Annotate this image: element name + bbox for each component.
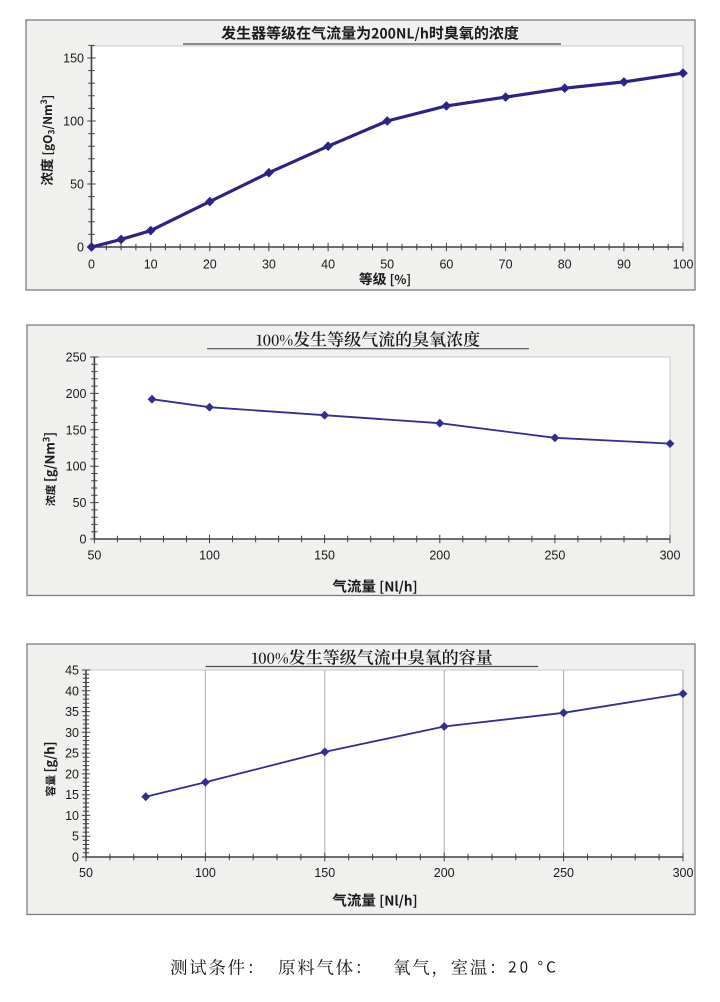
svg-text:200: 200 bbox=[429, 549, 450, 563]
svg-text:10: 10 bbox=[144, 257, 158, 271]
svg-text:15: 15 bbox=[65, 788, 79, 802]
svg-text:35: 35 bbox=[65, 705, 79, 719]
svg-text:150: 150 bbox=[314, 549, 335, 563]
svg-text:20: 20 bbox=[203, 257, 217, 271]
svg-text:45: 45 bbox=[65, 664, 79, 678]
svg-text:30: 30 bbox=[262, 257, 276, 271]
svg-text:90: 90 bbox=[617, 257, 631, 271]
svg-text:150: 150 bbox=[66, 423, 87, 437]
svg-text:100: 100 bbox=[199, 549, 220, 563]
svg-text:10: 10 bbox=[65, 809, 79, 823]
svg-text:0: 0 bbox=[88, 257, 95, 271]
svg-text:50: 50 bbox=[73, 496, 87, 510]
svg-text:50: 50 bbox=[70, 178, 84, 192]
svg-text:50: 50 bbox=[380, 257, 394, 271]
svg-text:100: 100 bbox=[66, 460, 87, 474]
svg-text:200: 200 bbox=[434, 866, 455, 880]
svg-text:0: 0 bbox=[77, 241, 84, 255]
svg-text:100: 100 bbox=[195, 866, 216, 880]
svg-text:0: 0 bbox=[72, 851, 79, 865]
svg-text:30: 30 bbox=[65, 726, 79, 740]
svg-text:80: 80 bbox=[558, 257, 572, 271]
svg-text:50: 50 bbox=[79, 866, 93, 880]
svg-text:40: 40 bbox=[65, 684, 79, 698]
svg-text:200: 200 bbox=[66, 387, 87, 401]
svg-text:60: 60 bbox=[439, 257, 453, 271]
svg-text:20: 20 bbox=[65, 767, 79, 781]
svg-text:5: 5 bbox=[72, 830, 79, 844]
svg-text:300: 300 bbox=[660, 549, 681, 563]
svg-text:150: 150 bbox=[314, 866, 335, 880]
svg-text:70: 70 bbox=[499, 257, 513, 271]
svg-text:100: 100 bbox=[63, 115, 84, 129]
svg-text:150: 150 bbox=[63, 52, 84, 66]
svg-text:25: 25 bbox=[65, 747, 79, 761]
svg-text:0: 0 bbox=[80, 533, 87, 547]
svg-text:250: 250 bbox=[544, 549, 565, 563]
svg-text:100: 100 bbox=[673, 257, 694, 271]
svg-text:50: 50 bbox=[87, 549, 101, 563]
svg-text:40: 40 bbox=[321, 257, 335, 271]
svg-text:300: 300 bbox=[673, 866, 694, 880]
svg-text:250: 250 bbox=[66, 351, 87, 365]
svg-text:250: 250 bbox=[553, 866, 574, 880]
